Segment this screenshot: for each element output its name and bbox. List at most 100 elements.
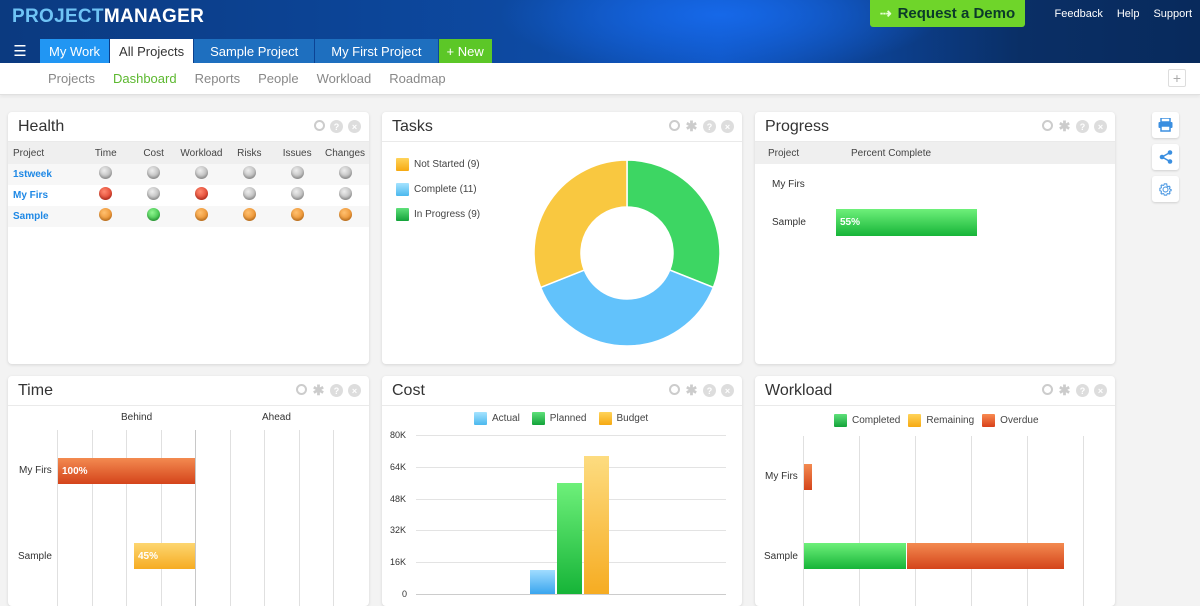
behind-label: Behind <box>121 412 153 423</box>
time-row-label: Sample <box>18 551 52 562</box>
request-demo-button[interactable]: ⇢ Request a Demo <box>870 0 1025 27</box>
help-icon[interactable]: ? <box>330 120 343 133</box>
help-icon[interactable]: ? <box>1076 384 1089 397</box>
workload-chart <box>803 436 1093 606</box>
search-icon[interactable] <box>1042 120 1053 131</box>
workload-row-label: Sample <box>764 551 798 562</box>
cost-bar-budget <box>584 456 609 594</box>
donut-slice[interactable] <box>539 269 715 347</box>
legend-item: Remaining <box>908 414 974 427</box>
search-icon[interactable] <box>314 120 325 131</box>
ahead-label: Ahead <box>262 412 291 423</box>
health-table-body: 1stweek My Firs Sample <box>8 164 369 227</box>
subnav-dashboard[interactable]: Dashboard <box>112 71 177 86</box>
arrow-right-icon: ⇢ <box>879 5 892 21</box>
close-icon[interactable]: × <box>721 384 734 397</box>
status-indicator-orange <box>194 207 208 221</box>
subnav-reports[interactable]: Reports <box>194 71 241 86</box>
tab-sample-project[interactable]: Sample Project <box>194 39 315 63</box>
subnav-roadmap[interactable]: Roadmap <box>389 71 446 86</box>
panel-title: Cost <box>392 382 425 399</box>
legend-item: Actual <box>474 412 520 425</box>
help-link[interactable]: Help <box>1116 8 1140 20</box>
progress-table-header: Project Percent Complete <box>755 142 1115 164</box>
subnav-projects[interactable]: Projects <box>48 71 95 86</box>
close-icon[interactable]: × <box>348 384 361 397</box>
tasks-legend: Not Started (9) Complete (11) In Progres… <box>396 158 480 221</box>
status-indicator-red <box>194 186 208 200</box>
close-icon[interactable]: × <box>1094 120 1107 133</box>
gear-icon[interactable]: ✱ <box>685 118 698 134</box>
status-indicator-gray <box>290 165 304 179</box>
new-project-button[interactable]: + New <box>438 39 492 63</box>
gear-icon[interactable]: ✱ <box>312 382 325 398</box>
tasks-donut-chart <box>533 159 721 347</box>
search-icon[interactable] <box>669 120 680 131</box>
time-panel: Time ✱ ? × Behind Ahead 100% 45% My Firs… <box>8 376 369 606</box>
project-link[interactable]: Sample <box>13 211 49 222</box>
share-icon[interactable] <box>1152 144 1179 170</box>
help-icon[interactable]: ? <box>330 384 343 397</box>
support-link[interactable]: Support <box>1153 8 1192 20</box>
progress-bar: 55% <box>836 209 977 236</box>
legend-item: Complete (11) <box>396 183 480 196</box>
subnav-workload[interactable]: Workload <box>316 71 372 86</box>
cost-panel: Cost ✱ ? × Actual Planned Budget 80K 64K… <box>382 376 742 606</box>
status-indicator-orange <box>242 207 256 221</box>
health-table-header: Project Time Cost Workload Risks Issues … <box>8 142 369 164</box>
legend-item: Not Started (9) <box>396 158 480 171</box>
print-icon[interactable] <box>1152 112 1179 138</box>
hamburger-icon[interactable]: ☰ <box>13 43 27 60</box>
tab-my-first-project[interactable]: My First Project <box>315 39 438 63</box>
gear-icon[interactable]: ✱ <box>1058 382 1071 398</box>
help-icon[interactable]: ? <box>1076 120 1089 133</box>
tab-all-projects[interactable]: All Projects <box>110 39 194 63</box>
panel-title: Time <box>18 382 53 399</box>
status-indicator-orange <box>290 207 304 221</box>
time-bar: 100% <box>58 458 195 484</box>
status-indicator-green <box>147 207 161 221</box>
cost-bar-actual <box>530 570 555 594</box>
feedback-link[interactable]: Feedback <box>1054 8 1103 20</box>
time-chart: 100% 45% <box>57 430 337 606</box>
legend-item: Planned <box>531 412 587 425</box>
status-indicator-red <box>99 186 113 200</box>
top-bar: PROJECTMANAGER ⇢ Request a Demo Feedback … <box>0 0 1200 63</box>
progress-row-label: Sample <box>772 217 806 228</box>
project-link[interactable]: My Firs <box>13 190 49 201</box>
legend-item: Overdue <box>982 414 1039 427</box>
status-indicator-gray <box>290 186 304 200</box>
close-icon[interactable]: × <box>1094 384 1107 397</box>
donut-slice[interactable] <box>626 159 721 289</box>
subnav-people[interactable]: People <box>258 71 299 86</box>
workload-row-label: My Firs <box>765 471 798 482</box>
health-table-row: My Firs <box>8 185 369 206</box>
sub-navigation: Projects Dashboard Reports People Worklo… <box>0 63 1200 95</box>
search-icon[interactable] <box>669 384 680 395</box>
health-table-row: Sample <box>8 206 369 227</box>
close-icon[interactable]: × <box>348 120 361 133</box>
time-bar: 45% <box>134 543 195 569</box>
donut-slice[interactable] <box>533 159 628 289</box>
cost-legend: Actual Planned Budget <box>474 412 648 425</box>
health-table-row: 1stweek <box>8 164 369 185</box>
status-indicator-gray <box>194 165 208 179</box>
time-row-label: My Firs <box>19 465 52 476</box>
panel-title: Progress <box>765 118 830 135</box>
project-link[interactable]: 1stweek <box>13 169 52 180</box>
settings-icon[interactable] <box>1152 176 1179 202</box>
gear-icon[interactable]: ✱ <box>1058 118 1071 134</box>
panel-title: Tasks <box>392 118 433 135</box>
workload-bar-overdue <box>804 464 812 490</box>
gear-icon[interactable]: ✱ <box>685 382 698 398</box>
tab-my-work[interactable]: My Work <box>40 39 110 63</box>
cost-chart <box>416 435 726 595</box>
search-icon[interactable] <box>1042 384 1053 395</box>
logo[interactable]: PROJECTMANAGER <box>12 6 205 27</box>
search-icon[interactable] <box>296 384 307 395</box>
workload-bar-completed <box>804 543 906 569</box>
help-icon[interactable]: ? <box>703 384 716 397</box>
help-icon[interactable]: ? <box>703 120 716 133</box>
close-icon[interactable]: × <box>721 120 734 133</box>
add-widget-button[interactable]: + <box>1168 69 1186 87</box>
